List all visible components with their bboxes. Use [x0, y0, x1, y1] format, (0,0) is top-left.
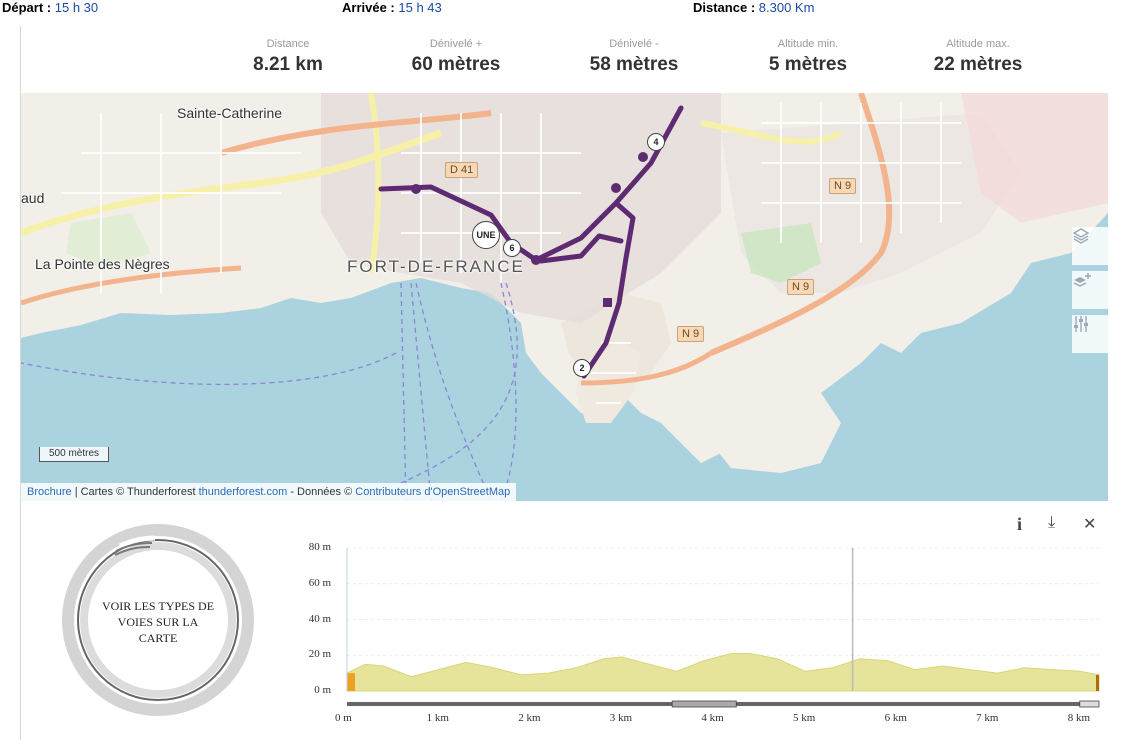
- route-marker-6[interactable]: 6: [503, 239, 521, 257]
- arrivee-label: Arrivée: [342, 0, 387, 15]
- stat-elevation-loss: Dénivelé - 58 mètres: [549, 38, 719, 76]
- distance-label: Distance: [693, 0, 748, 15]
- stat-value: 5 mètres: [768, 54, 848, 75]
- distance-info: Distance : 8.300 Km: [693, 0, 815, 15]
- ferry-lines: [21, 282, 518, 501]
- elevation-panel: i ⤓ ✕ VOIR LES TYPES DE VOIES SUR LA CAR…: [21, 502, 1108, 740]
- road-orange-1: [220, 110, 492, 156]
- x-tick-label: 0 m: [335, 712, 352, 724]
- map-attribution: Brochure | Cartes © Thunderforest thunde…: [21, 483, 517, 501]
- place-aud: aud: [21, 190, 45, 206]
- x-tick-label: 1 km: [426, 712, 449, 724]
- trip-summary: Départ : 15 h 30 Arrivée : 15 h 43 Dista…: [0, 0, 1121, 18]
- y-tick-label: 60 m: [308, 576, 331, 589]
- stat-value: 60 mètres: [411, 54, 501, 75]
- map-scale: 500 mètres: [39, 447, 109, 462]
- close-icon[interactable]: ✕: [1083, 516, 1097, 533]
- depart-label: Départ: [2, 0, 44, 15]
- attribution-text: | Cartes © Thunderforest: [71, 486, 199, 498]
- y-tick-label: 40 m: [308, 612, 331, 625]
- route-map[interactable]: Sainte-Catherine aud La Pointe des Nègre…: [21, 93, 1108, 501]
- start-flag: [347, 673, 355, 691]
- y-tick-label: 20 m: [308, 648, 331, 661]
- road-orange-3: [580, 350, 713, 386]
- road-label-d41: D 41: [445, 162, 479, 178]
- route-marker-start[interactable]: UNE: [472, 221, 500, 249]
- add-layer-icon[interactable]: [1072, 271, 1108, 309]
- track-segment: [671, 700, 737, 708]
- stat-distance: Distance 8.21 km: [203, 38, 373, 76]
- info-icon[interactable]: i: [1017, 514, 1023, 534]
- stat-label: Distance: [266, 38, 310, 50]
- x-tick-label: 2 km: [518, 712, 541, 724]
- pink-zone: [961, 93, 1108, 223]
- route-marker-4[interactable]: 4: [647, 133, 665, 151]
- stat-altitude-min: Altitude min. 5 mètres: [723, 38, 893, 76]
- elevation-chart[interactable]: [327, 538, 1107, 738]
- map-canvas: [21, 93, 1108, 501]
- attribution-text: - Données ©: [287, 486, 356, 498]
- park-2: [66, 213, 151, 268]
- route-stats: Distance 8.21 km Dénivelé + 60 mètres Dé…: [21, 26, 1108, 92]
- stat-label: Dénivelé +: [429, 38, 483, 50]
- road-label-n9: N 9: [829, 178, 857, 194]
- y-tick-label: 0 m: [314, 684, 331, 696]
- settings-sliders-icon[interactable]: [1072, 315, 1108, 353]
- x-tick-label: 6 km: [884, 712, 907, 724]
- track-segment-end: [1079, 700, 1100, 708]
- road-label-n9: N 9: [787, 279, 815, 295]
- download-icon[interactable]: ⤓: [1048, 514, 1056, 531]
- x-tick-label: 7 km: [976, 712, 999, 724]
- depart-value: 15 h 30: [54, 0, 99, 15]
- depart-info: Départ : 15 h 30: [2, 0, 99, 15]
- stat-value: 58 mètres: [589, 54, 679, 75]
- place-sainte-catherine: Sainte-Catherine: [177, 105, 283, 121]
- south-east-land: [711, 373, 841, 473]
- stat-label: Dénivelé -: [609, 38, 659, 50]
- road-yellow-2: [368, 93, 382, 274]
- arrivee-value: 15 h 43: [398, 0, 442, 15]
- road-types-label[interactable]: VOIR LES TYPES DE VOIES SUR LA CARTE: [101, 599, 215, 645]
- road-types-donut[interactable]: [60, 522, 256, 718]
- x-tick-label: 3 km: [609, 712, 633, 724]
- stat-value: 22 mètres: [933, 54, 1023, 75]
- road-label-n9: N 9: [677, 326, 705, 342]
- arrivee-info: Arrivée : 15 h 43: [342, 0, 442, 15]
- route-progress-track: [347, 700, 1100, 708]
- stat-elevation-gain: Dénivelé + 60 mètres: [371, 38, 541, 76]
- elevation-area: [346, 653, 1100, 692]
- osm-link[interactable]: Contributeurs d'OpenStreetMap: [355, 486, 511, 498]
- route-widget: Distance 8.21 km Dénivelé + 60 mètres Dé…: [20, 26, 1108, 740]
- brochure-link[interactable]: Brochure: [27, 486, 72, 498]
- end-flag: [1096, 674, 1099, 691]
- park: [741, 223, 821, 283]
- x-tick-label: 8 km: [1067, 712, 1091, 724]
- place-fort-de-france: FORT-DE-FRANCE: [347, 257, 525, 276]
- y-tick-label: 80 m: [308, 541, 331, 553]
- thunderforest-link[interactable]: thunderforest.com: [198, 486, 288, 498]
- stat-label: Altitude min.: [777, 38, 839, 50]
- place-pointe-des-negres: La Pointe des Nègres: [35, 256, 170, 272]
- route-marker-2[interactable]: 2: [573, 359, 591, 377]
- road-yellow-1: [21, 129, 443, 237]
- stat-label: Altitude max.: [946, 38, 1010, 50]
- route-nodes: [411, 152, 648, 307]
- x-tick-label: 4 km: [701, 712, 724, 724]
- stat-altitude-max: Altitude max. 22 mètres: [893, 38, 1063, 76]
- distance-value: 8.300 Km: [758, 0, 815, 15]
- road-yellow-3: [700, 120, 843, 145]
- x-tick-label: 5 km: [792, 712, 816, 724]
- road-orange-2: [709, 93, 893, 356]
- stat-value: 8.21 km: [253, 54, 323, 75]
- layers-icon[interactable]: [1072, 227, 1108, 265]
- road-orange-4: [21, 265, 242, 306]
